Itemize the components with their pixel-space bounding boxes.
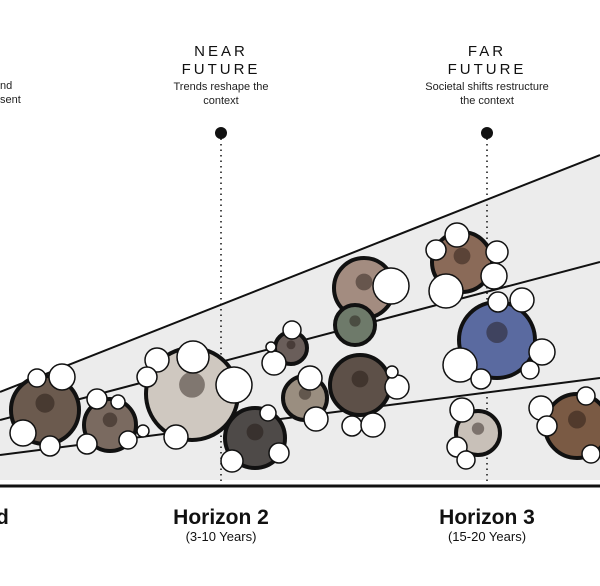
decorative-bubble [261, 350, 287, 376]
person-icon [453, 247, 471, 265]
decorative-bubble [536, 415, 558, 437]
decorative-bubble [136, 424, 150, 438]
far-future-desc-2: the context [460, 95, 514, 107]
person-icon [246, 423, 264, 441]
decorative-bubble [265, 341, 277, 353]
decorative-bubble [385, 365, 399, 379]
person-icon [286, 340, 296, 350]
decorative-bubble [39, 435, 61, 457]
decorative-bubble [9, 419, 37, 447]
decorative-bubble [428, 273, 464, 309]
person-icon [471, 422, 485, 435]
person-icon [35, 393, 55, 413]
decorative-bubble [176, 340, 210, 374]
near-future-desc-2: context [203, 95, 238, 107]
decorative-bubble [576, 386, 596, 406]
decorative-bubble [268, 442, 290, 464]
far-future-marker-dot [481, 127, 493, 139]
photo-bubble [333, 303, 377, 347]
horizon2-label: Horizon 2 [173, 506, 269, 529]
horizon3-years: (15-20 Years) [448, 529, 526, 544]
photo-bubbles [9, 222, 600, 473]
horizon2-years: (3-10 Years) [186, 529, 257, 544]
person-icon [102, 412, 118, 428]
horizon3-label: Horizon 3 [439, 506, 535, 529]
decorative-bubble [581, 444, 600, 464]
far-future-desc-1: Societal shifts restructure [425, 81, 549, 93]
decorative-bubble [485, 240, 509, 264]
cone-upper-line [0, 154, 600, 393]
decorative-bubble [480, 262, 508, 290]
left-desc-line1: nd [0, 80, 12, 92]
decorative-bubble [487, 291, 509, 313]
decorative-bubble [470, 368, 492, 390]
decorative-bubble [528, 338, 556, 366]
decorative-bubble [520, 360, 540, 380]
decorative-bubble [110, 394, 126, 410]
horizon1-label-fragment: d [0, 506, 9, 529]
person-icon [351, 370, 369, 388]
decorative-bubble [215, 366, 253, 404]
decorative-bubble [456, 450, 476, 470]
person-icon [179, 371, 205, 398]
decorative-bubble [425, 239, 447, 261]
far-future-title-2: FUTURE [448, 61, 527, 78]
decorative-bubble [144, 347, 170, 373]
far-future-title-1: FAR [468, 43, 506, 60]
decorative-bubble [509, 287, 535, 313]
near-future-title-1: NEAR [194, 43, 248, 60]
near-future-title-2: FUTURE [182, 61, 261, 78]
near-future-desc-1: Trends reshape the [174, 81, 269, 93]
decorative-bubble [449, 397, 475, 423]
left-desc-line2: sent [0, 94, 21, 106]
decorative-bubble [360, 412, 386, 438]
decorative-bubble [259, 404, 277, 422]
decorative-bubble [220, 449, 244, 473]
decorative-bubble [372, 267, 410, 305]
decorative-bubble [48, 363, 76, 391]
decorative-bubble [297, 365, 323, 391]
person-icon [486, 321, 508, 344]
person-icon [355, 273, 373, 291]
decorative-bubble [282, 320, 302, 340]
near-future-marker-dot [215, 127, 227, 139]
decorative-bubble [136, 366, 158, 388]
decorative-bubble [444, 222, 470, 248]
decorative-bubble [442, 347, 478, 383]
decorative-bubble [118, 430, 138, 450]
person-icon [349, 315, 361, 327]
decorative-bubble [76, 433, 98, 455]
decorative-bubble [27, 368, 47, 388]
person-icon [568, 410, 586, 429]
decorative-bubble [341, 415, 363, 437]
decorative-bubble [86, 388, 108, 410]
decorative-bubble [163, 424, 189, 450]
decorative-bubble [303, 406, 329, 432]
decorative-bubble [384, 374, 410, 400]
